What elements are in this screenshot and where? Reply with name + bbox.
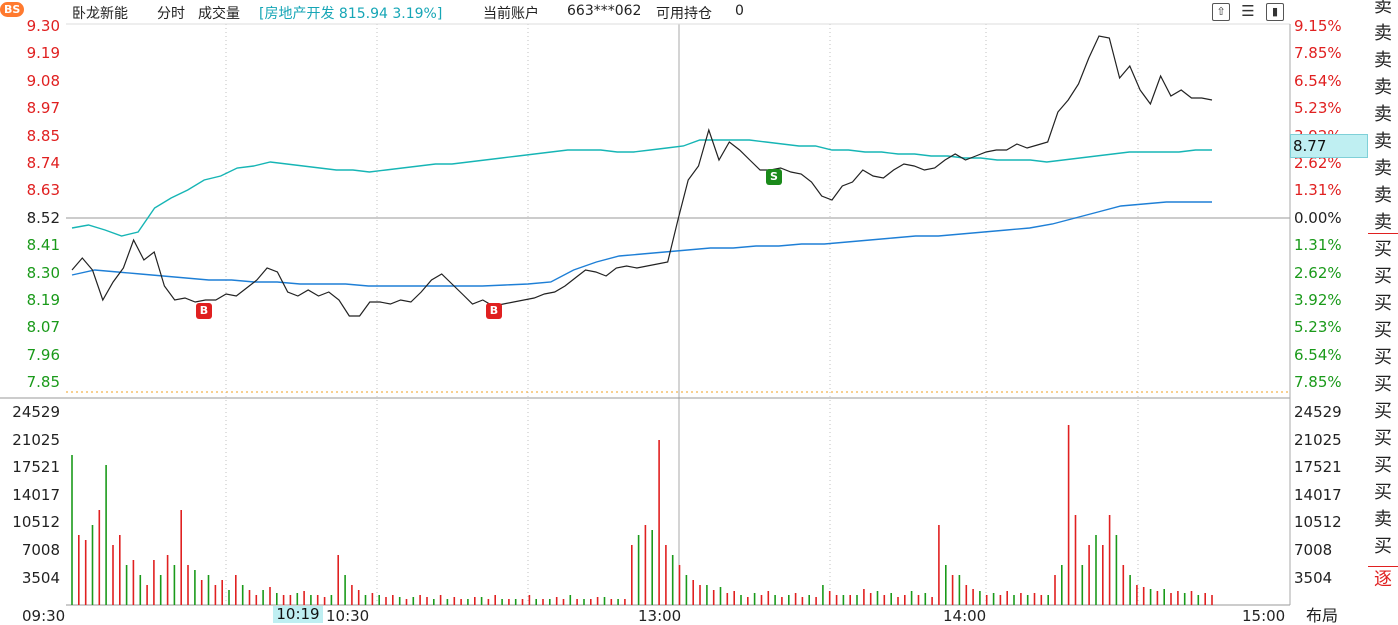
side-separator (1368, 233, 1398, 234)
window-icon[interactable]: ▮ (1266, 3, 1284, 21)
indicator-label[interactable]: 成交量 (198, 6, 240, 22)
sell-order-label[interactable]: 卖 (1374, 131, 1392, 152)
volume-tick-label: 3504 (21, 568, 60, 587)
sector-index-line (71, 201, 1212, 287)
price-tick-label: 8.30 (26, 263, 60, 282)
mode-label[interactable]: 分时 (157, 6, 185, 22)
price-tick-label: 8.41 (26, 236, 60, 255)
pct-tick-label: 6.54% (1294, 345, 1342, 364)
buy-order-label[interactable]: 买 (1374, 347, 1392, 368)
time-label: 15:00 (1242, 607, 1286, 625)
time-label: 10:30 (326, 607, 370, 625)
price-tick-label: 7.96 (26, 345, 60, 364)
price-tick-label: 9.19 (26, 44, 60, 63)
price-tick-label: 8.19 (26, 291, 60, 309)
price-line (71, 35, 1213, 317)
current-price-tag: 8.77 (1290, 134, 1368, 158)
upload-icon[interactable]: ⇧ (1212, 3, 1230, 21)
menu-icon[interactable]: ☰ (1241, 2, 1255, 20)
sell-order-label[interactable]: 卖 (1374, 77, 1392, 98)
layout-button[interactable]: 布局 (1306, 606, 1339, 625)
account-id: 663***062 (567, 3, 642, 19)
pct-tick-label: 7.85% (1294, 373, 1342, 392)
buy-order-label[interactable]: 买 (1374, 536, 1392, 557)
pct-tick-label: 1.31% (1294, 236, 1342, 255)
buy-order-label[interactable]: 买 (1374, 266, 1392, 287)
volume-tick-label: 21025 (12, 430, 60, 449)
pct-tick-label: 1.31% (1294, 181, 1342, 200)
sell-order-label[interactable]: 卖 (1374, 212, 1392, 233)
buy-order-label[interactable]: 买 (1374, 482, 1392, 503)
volume-tick-label: 7008 (21, 541, 60, 559)
pct-tick-label: 3.92% (1294, 291, 1342, 309)
pct-tick-label: 5.23% (1294, 318, 1342, 337)
sell-order-label[interactable]: 卖 (1374, 104, 1392, 125)
buy-marker[interactable]: B (196, 303, 212, 319)
price-tick-label: 9.30 (26, 17, 60, 35)
pct-tick-label: 6.54% (1294, 71, 1342, 90)
buy-order-label[interactable]: 买 (1374, 293, 1392, 314)
pct-tick-label: 5.23% (1294, 99, 1342, 118)
volume-tick-label: 10512 (12, 513, 60, 532)
average-price-line (71, 139, 1212, 237)
volume-tick-label: 17521 (12, 458, 60, 477)
sell-order-label[interactable]: 卖 (1374, 158, 1392, 179)
sell-order-label[interactable]: 卖 (1374, 50, 1392, 71)
price-tick-label: 8.97 (26, 99, 60, 118)
time-label: 13:00 (638, 607, 682, 625)
side-step-button[interactable]: 逐 (1368, 566, 1398, 593)
position-value: 0 (735, 3, 744, 19)
buy-order-label[interactable]: 买 (1374, 401, 1392, 422)
sell-marker[interactable]: S (766, 169, 782, 185)
sell-order-label[interactable]: 卖 (1374, 185, 1392, 206)
time-label: 14:00 (943, 607, 987, 625)
sector-info[interactable]: [房地产开发 815.94 3.19%] (259, 6, 443, 22)
account-label: 当前账户 (483, 6, 539, 22)
price-tick-label: 8.74 (26, 154, 60, 172)
price-tick-label: 8.85 (26, 126, 60, 145)
chart-header: BS 卧龙新能 分时 成交量 [房地产开发 815.94 3.19%] 当前账户… (0, 0, 1290, 24)
pct-tick-label: 2.62% (1294, 154, 1342, 172)
time-label: 09:30 (22, 607, 66, 625)
volume-tick-label: 14017 (1294, 485, 1342, 504)
pct-tick-label: 7.85% (1294, 44, 1342, 63)
volume-tick-label: 21025 (1294, 430, 1342, 449)
sell-order-label[interactable]: 卖 (1374, 23, 1392, 44)
volume-tick-label: 10512 (1294, 513, 1342, 532)
buy-order-label[interactable]: 买 (1374, 239, 1392, 260)
pct-tick-label: 0.00% (1294, 208, 1342, 227)
volume-tick-label: 7008 (1294, 541, 1333, 559)
volume-tick-label: 17521 (1294, 458, 1342, 477)
position-label: 可用持仓 (656, 6, 712, 22)
buy-order-label[interactable]: 买 (1374, 428, 1392, 449)
price-tick-label: 8.63 (26, 181, 60, 200)
volume-tick-label: 14017 (12, 485, 60, 504)
volume-bars (71, 425, 1213, 605)
buy-order-label[interactable]: 买 (1374, 455, 1392, 476)
pct-tick-label: 9.15% (1294, 17, 1342, 35)
volume-tick-label: 24529 (1294, 403, 1342, 421)
time-gridlines (225, 24, 1139, 605)
price-tick-label: 7.85 (26, 373, 60, 392)
buy-order-label[interactable]: 买 (1374, 374, 1392, 395)
price-tick-label: 8.52 (26, 208, 60, 227)
price-tick-label: 9.08 (26, 71, 60, 90)
buy-order-label[interactable]: 买 (1374, 320, 1392, 341)
buy-marker[interactable]: B (486, 303, 502, 319)
sell-order-label[interactable]: 卖 (1374, 509, 1392, 530)
bs-badge[interactable]: BS (0, 2, 25, 17)
volume-tick-label: 24529 (12, 403, 60, 421)
sell-order-label[interactable]: 卖 (1374, 0, 1392, 17)
price-tick-label: 8.07 (26, 318, 60, 337)
volume-tick-label: 3504 (1294, 568, 1333, 587)
pct-tick-label: 2.62% (1294, 263, 1342, 282)
crosshair-time: 10:19 (273, 606, 323, 623)
stock-name: 卧龙新能 (72, 6, 128, 22)
